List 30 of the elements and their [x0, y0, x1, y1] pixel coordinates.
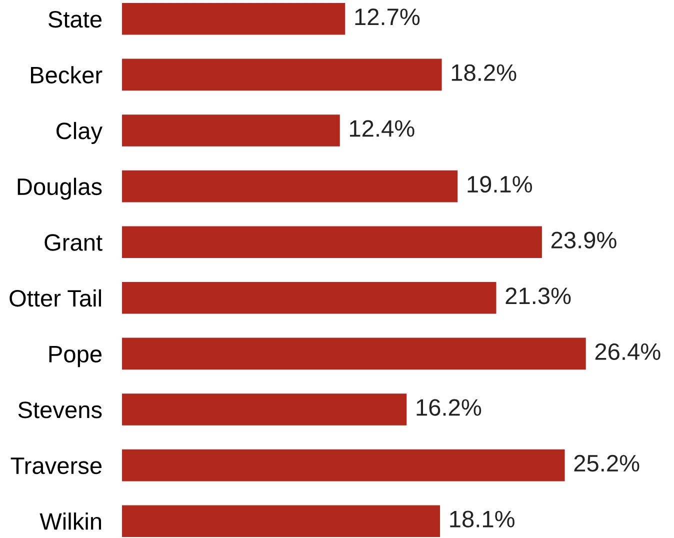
bar: [122, 338, 586, 370]
y-tick-label: Clay: [56, 122, 103, 144]
data-label: 18.2%: [452, 64, 516, 82]
y-tick-label: Otter Tail: [10, 289, 101, 307]
data-label: 12.7%: [355, 8, 420, 26]
data-label: 18.1%: [450, 510, 514, 528]
data-label: 23.9%: [551, 232, 616, 248]
y-tick-label: Traverse: [10, 458, 102, 474]
y-tick-label: Douglas: [18, 178, 102, 200]
bar: [122, 449, 565, 482]
bar: [122, 2, 346, 35]
data-label: 19.1%: [468, 176, 532, 193]
bar: [122, 282, 496, 314]
bar: [122, 170, 458, 202]
y-tick-label: Becker: [31, 66, 102, 84]
y-tick-label: Stevens: [18, 402, 102, 418]
y-tick-label: State: [48, 10, 102, 28]
data-label: 26.4%: [595, 343, 660, 360]
bar: [122, 394, 407, 426]
bar: [122, 58, 442, 91]
data-label: 25.2%: [574, 454, 640, 472]
data-label: 16.2%: [416, 399, 482, 416]
bar: [122, 114, 340, 146]
data-label: 21.3%: [506, 288, 571, 304]
y-tick-label: Grant: [44, 234, 102, 251]
bar: [122, 505, 440, 538]
y-tick-label: Pope: [49, 346, 102, 368]
y-tick-label: Wilkin: [40, 512, 102, 530]
bar: [122, 226, 542, 258]
data-label: 12.4%: [350, 120, 414, 137]
